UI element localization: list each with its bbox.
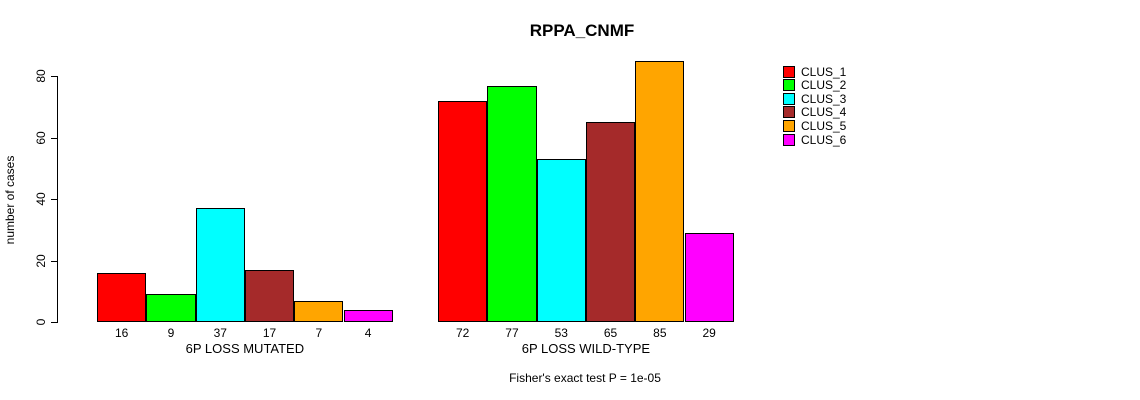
y-tick-mark-20 <box>51 260 57 262</box>
y-tick-mark-0 <box>51 322 57 323</box>
bar-6p-loss-mutated-clus-6 <box>343 309 393 322</box>
chart-title: RPPA_CNMF <box>529 21 635 40</box>
bar-value-6p-loss-mutated-clus-6: 4 <box>364 326 372 340</box>
legend-item-clus-2: CLUS_2 <box>783 78 847 93</box>
y-axis-line <box>57 76 58 323</box>
legend-label-clus-5: CLUS_5 <box>801 118 847 133</box>
bar-6p-loss-wild-type-clus-4 <box>585 122 636 322</box>
bar-6p-loss-mutated-clus-4 <box>244 269 295 322</box>
bar-value-6p-loss-wild-type-clus-2: 77 <box>505 326 519 340</box>
legend-item-clus-6: CLUS_6 <box>783 132 847 147</box>
legend-item-clus-3: CLUS_3 <box>783 91 847 106</box>
fisher-test-annotation: Fisher's exact test P = 1e-05 <box>509 371 661 385</box>
bar-value-6p-loss-wild-type-clus-1: 72 <box>455 326 470 340</box>
y-tick-label-40: 40 <box>34 192 48 206</box>
legend-swatch-clus-5 <box>783 119 795 132</box>
bar-6p-loss-wild-type-clus-6 <box>684 232 734 322</box>
y-tick-mark-60 <box>51 137 57 139</box>
bar-6p-loss-wild-type-clus-2 <box>487 85 537 322</box>
y-tick-label-60: 60 <box>34 131 48 145</box>
bar-value-6p-loss-wild-type-clus-3: 53 <box>554 326 568 340</box>
legend-swatch-clus-2 <box>783 79 795 92</box>
legend-label-clus-4: CLUS_4 <box>801 105 847 120</box>
y-tick-mark-80 <box>51 76 57 78</box>
y-tick-mark-40 <box>51 199 57 201</box>
bar-value-6p-loss-mutated-clus-4: 17 <box>262 326 277 340</box>
group-label-6p-loss-mutated: 6P LOSS MUTATED <box>185 341 305 356</box>
y-axis-title: number of cases <box>3 155 17 245</box>
bar-6p-loss-wild-type-clus-1 <box>438 100 488 322</box>
bar-6p-loss-mutated-clus-5 <box>294 300 344 322</box>
bar-6p-loss-mutated-clus-3 <box>195 208 245 322</box>
legend-swatch-clus-4 <box>783 106 795 119</box>
y-tick-label-0: 0 <box>34 318 48 326</box>
bar-value-6p-loss-mutated-clus-3: 37 <box>213 326 227 340</box>
bar-6p-loss-mutated-clus-1 <box>97 272 147 322</box>
bar-value-6p-loss-wild-type-clus-4: 65 <box>603 326 618 340</box>
legend-swatch-clus-6 <box>783 133 795 146</box>
legend-label-clus-6: CLUS_6 <box>801 132 847 147</box>
bar-value-6p-loss-mutated-clus-2: 9 <box>167 326 175 340</box>
legend-item-clus-1: CLUS_1 <box>783 64 847 79</box>
legend-label-clus-2: CLUS_2 <box>801 78 847 93</box>
bar-6p-loss-wild-type-clus-3 <box>536 159 586 322</box>
legend-item-clus-5: CLUS_5 <box>783 118 847 133</box>
legend-swatch-clus-3 <box>783 92 795 105</box>
bar-value-6p-loss-wild-type-clus-5: 85 <box>653 326 667 340</box>
bar-6p-loss-wild-type-clus-5 <box>635 61 685 322</box>
group-label-6p-loss-wild-type: 6P LOSS WILD-TYPE <box>521 341 651 356</box>
y-tick-label-20: 20 <box>34 253 48 268</box>
legend-label-clus-1: CLUS_1 <box>801 64 847 79</box>
bar-6p-loss-mutated-clus-2 <box>146 294 196 322</box>
y-tick-label-80: 80 <box>34 69 48 84</box>
legend-item-clus-4: CLUS_4 <box>783 105 847 120</box>
legend-swatch-clus-1 <box>783 65 795 78</box>
bar-value-6p-loss-mutated-clus-5: 7 <box>315 326 323 340</box>
legend-label-clus-3: CLUS_3 <box>801 91 847 106</box>
bar-value-6p-loss-mutated-clus-1: 16 <box>114 326 129 340</box>
bar-value-6p-loss-wild-type-clus-6: 29 <box>702 326 716 340</box>
